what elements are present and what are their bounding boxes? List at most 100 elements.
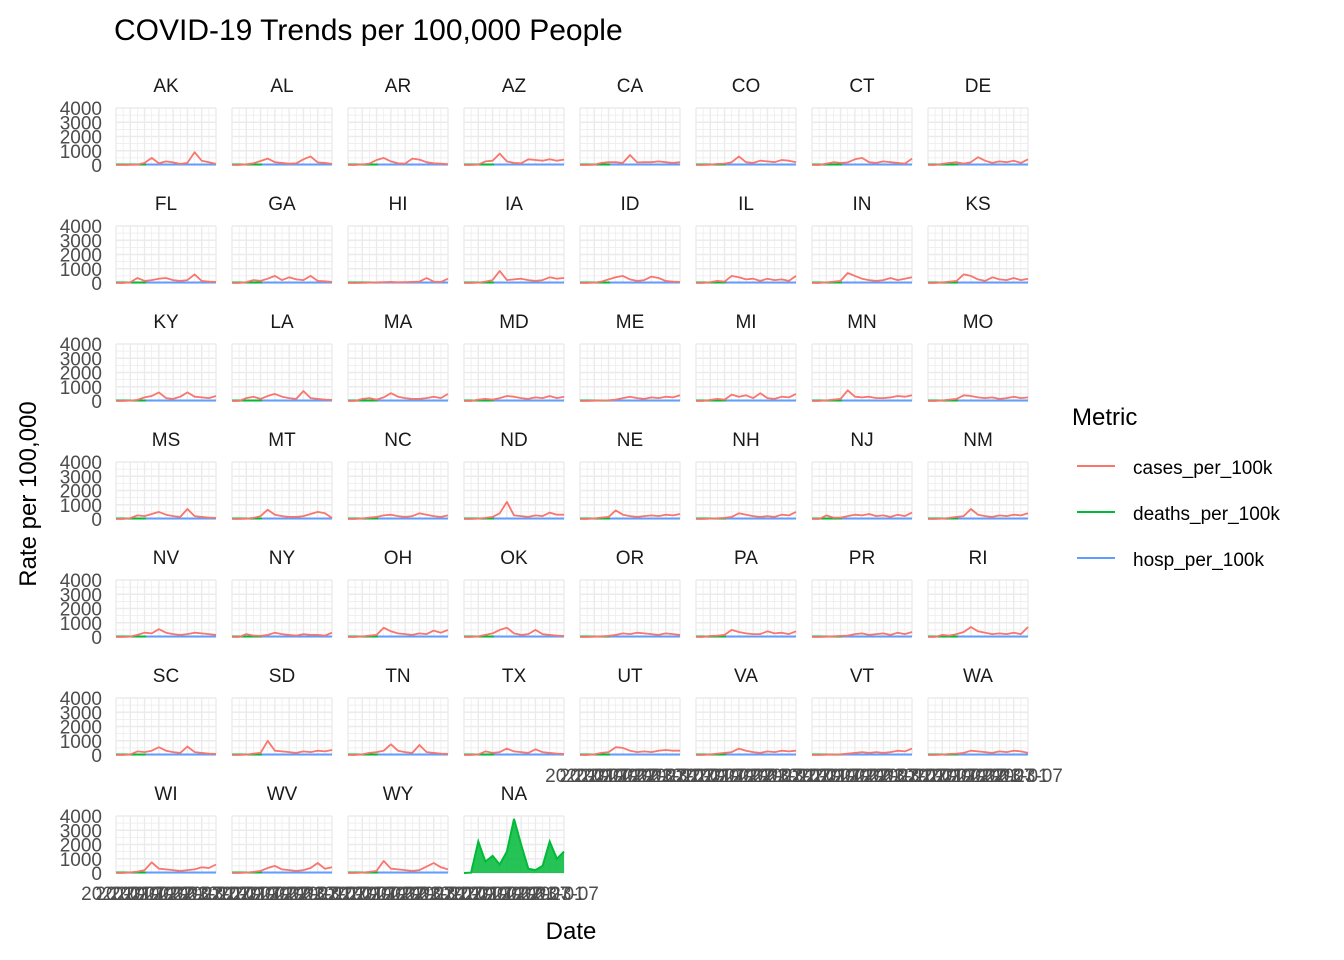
facet-NM: NM bbox=[927, 430, 1029, 520]
x-tick-label: 2022-01 bbox=[254, 884, 324, 905]
facet-strip-label: KY bbox=[153, 312, 179, 333]
series-cases-line bbox=[696, 747, 797, 756]
facet-strip-label: NY bbox=[269, 548, 296, 569]
series-cases-line bbox=[348, 277, 449, 284]
y-tick-label: 4000 bbox=[60, 571, 102, 592]
y-tick-label: 2000 bbox=[60, 600, 102, 621]
facet-MA: MA bbox=[347, 312, 449, 402]
x-tick-label: 2022-01 bbox=[370, 884, 440, 905]
y-tick-label: 2000 bbox=[60, 836, 102, 857]
facet-strip-label: TX bbox=[502, 666, 527, 687]
facet-strip-label: MI bbox=[735, 312, 756, 333]
x-tick-label: 2022-01 bbox=[602, 766, 672, 787]
facet-strip-label: MT bbox=[268, 430, 296, 451]
series-cases-line bbox=[348, 512, 449, 520]
facet-strip-label: NV bbox=[153, 548, 180, 569]
x-tick-label: 2020-01 bbox=[81, 884, 151, 905]
x-tick-label: 2020-01 bbox=[661, 766, 731, 787]
legend-label-cases: cases_per_100k bbox=[1133, 458, 1273, 479]
y-tick-label: 0 bbox=[91, 156, 102, 177]
facet-NA: NA 2020-012020-072021-012021-072022-01202… bbox=[429, 784, 599, 905]
x-tick-label: 2021-07 bbox=[704, 766, 774, 787]
x-tick-label: 2021-01 bbox=[458, 884, 528, 905]
facet-strip-label: NM bbox=[963, 430, 993, 451]
facet-UT: UT 2020-012020-072021-012021-072022-01202… bbox=[545, 666, 715, 787]
x-tick-label: 2021-01 bbox=[574, 766, 644, 787]
series-cases-line bbox=[116, 628, 217, 638]
facet-strip-label: RI bbox=[969, 548, 988, 569]
facet-strip-label: KS bbox=[965, 194, 990, 215]
x-tick-label: 2021-01 bbox=[690, 766, 760, 787]
facet-IN: IN bbox=[811, 194, 913, 284]
y-tick-label: 3000 bbox=[60, 349, 102, 370]
series-cases-line bbox=[116, 151, 217, 166]
x-tick-label: 2022-07 bbox=[617, 766, 687, 787]
series-cases-line bbox=[116, 861, 217, 874]
facet-NE: NE bbox=[579, 430, 681, 520]
facet-VA: VA 2020-012020-072021-012021-072022-01202… bbox=[661, 666, 831, 787]
facet-strip-label: AL bbox=[270, 76, 293, 97]
facet-strip-label: HI bbox=[389, 194, 408, 215]
facet-strip-label: WA bbox=[963, 666, 993, 687]
y-tick-label: 1000 bbox=[60, 850, 102, 871]
facet-strip-label: NA bbox=[501, 784, 528, 805]
y-tick-label: 4000 bbox=[60, 335, 102, 356]
x-tick-label: 2020-07 bbox=[211, 884, 281, 905]
facet-strip-label: FL bbox=[155, 194, 177, 215]
series-cases-line bbox=[464, 500, 564, 520]
x-tick-label: 2020-01 bbox=[545, 766, 615, 787]
facet-CT: CT bbox=[811, 76, 913, 166]
facet-strip-label: LA bbox=[270, 312, 294, 333]
facet-MD: MD bbox=[463, 312, 565, 402]
series-cases-line bbox=[464, 395, 565, 402]
series-cases-line bbox=[116, 508, 217, 520]
series-cases-line bbox=[232, 631, 333, 638]
x-tick-label: 2020-07 bbox=[559, 766, 629, 787]
x-tick-label: 2020-01 bbox=[429, 884, 499, 905]
facet-strip-label: ID bbox=[621, 194, 640, 215]
series-cases-line bbox=[812, 747, 913, 756]
facet-strip-label: PA bbox=[734, 548, 758, 569]
x-tick-label: 2021-01 bbox=[806, 766, 876, 787]
x-tick-label: 2023-07 bbox=[413, 884, 483, 905]
facet-strip-label: MD bbox=[499, 312, 529, 333]
facet-AL: AL bbox=[231, 76, 333, 166]
series-cases-line bbox=[696, 155, 797, 166]
facet-NJ: NJ bbox=[811, 430, 913, 520]
y-tick-label: 2000 bbox=[60, 718, 102, 739]
series-cases-line bbox=[232, 155, 333, 166]
facet-strip-label: MN bbox=[847, 312, 877, 333]
series-cases-line bbox=[232, 390, 333, 402]
x-tick-label: 2022-07 bbox=[733, 766, 803, 787]
facet-MO: MO bbox=[927, 312, 1029, 402]
legend-label-hosp: hosp_per_100k bbox=[1133, 550, 1264, 571]
series-cases-line bbox=[812, 156, 913, 166]
facet-KS: KS bbox=[927, 194, 1029, 284]
x-tick-label: 2021-07 bbox=[124, 884, 194, 905]
series-cases-line bbox=[928, 749, 1029, 756]
x-tick-label: 2021-07 bbox=[936, 766, 1006, 787]
y-tick-label: 4000 bbox=[60, 99, 102, 120]
facet-strip-label: MA bbox=[384, 312, 413, 333]
series-cases-line bbox=[928, 394, 1029, 402]
x-tick-label: 2021-01 bbox=[922, 766, 992, 787]
facet-strip-label: WY bbox=[383, 784, 414, 805]
series-cases-line bbox=[696, 511, 797, 520]
y-tick-label: 1000 bbox=[60, 496, 102, 517]
facet-WV: WV 2020-012020-072021-012021-072022-01202… bbox=[197, 784, 367, 905]
series-cases-line bbox=[116, 273, 217, 284]
facet-CA: CA bbox=[579, 76, 681, 166]
y-tick-label: 3000 bbox=[60, 703, 102, 724]
legend-title: Metric bbox=[1072, 404, 1137, 431]
series-cases-line bbox=[116, 391, 217, 402]
series-cases-line bbox=[464, 626, 565, 638]
y-tick-label: 0 bbox=[91, 864, 102, 885]
x-tick-label: 2020-07 bbox=[675, 766, 745, 787]
series-cases-line bbox=[580, 274, 681, 284]
x-tick-label: 2023-01 bbox=[979, 766, 1049, 787]
y-tick-label: 4000 bbox=[60, 689, 102, 710]
y-tick-label: 2000 bbox=[60, 364, 102, 385]
